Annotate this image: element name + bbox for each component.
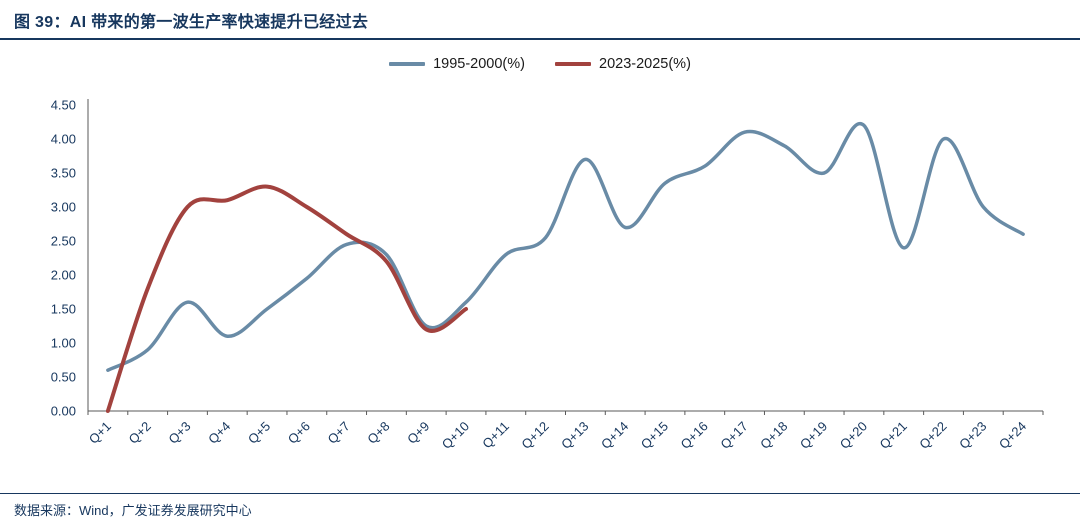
x-axis-label: Q+12: [518, 419, 551, 452]
legend-item-1995-2000: 1995-2000(%): [389, 56, 525, 72]
x-axis-label: Q+19: [797, 419, 830, 452]
x-axis-label: Q+14: [598, 419, 631, 452]
x-axis-label: Q+21: [876, 419, 909, 452]
legend-item-2023-2025: 2023-2025(%): [555, 56, 691, 72]
x-axis-label: Q+10: [439, 419, 472, 452]
source-bar: 数据来源：Wind，广发证券发展研究中心: [0, 493, 1080, 520]
x-axis-label: Q+20: [837, 419, 870, 452]
y-axis-label: 3.00: [51, 200, 76, 215]
x-axis-label: Q+18: [757, 419, 790, 452]
x-axis-label: Q+4: [205, 419, 233, 447]
x-axis-label: Q+7: [325, 419, 353, 447]
legend-swatch-blue: [389, 62, 426, 66]
x-axis-label: Q+23: [956, 419, 989, 452]
x-axis-label: Q+8: [364, 419, 392, 447]
series-line-0: [106, 121, 1025, 372]
y-axis-label: 1.00: [51, 336, 76, 351]
y-axis-label: 2.50: [51, 234, 76, 249]
series-line-1: [105, 184, 469, 413]
legend-swatch-red: [555, 62, 591, 66]
y-axis-label: 4.00: [51, 132, 76, 147]
x-axis-label: Q+24: [996, 419, 1029, 452]
x-axis-label: Q+11: [479, 419, 512, 452]
line-chart: 0.00 0.50 1.00 1.50 2.00 2.50 3.00 3.50 4.00 4.50…: [51, 98, 1044, 452]
chart-area: 0.00 0.50 1.00 1.50 2.00 2.50 3.00 3.50 4.00 4.50…: [0, 88, 1080, 491]
y-axis-label: 0.00: [51, 404, 76, 419]
y-axis-label: 0.50: [51, 370, 76, 385]
figure-title-bar: 图 39：AI 带来的第一波生产率快速提升已经过去: [0, 0, 1080, 40]
x-axis-label: Q+5: [245, 419, 273, 447]
x-axis-label: Q+17: [717, 419, 750, 452]
x-axis-label: Q+1: [86, 419, 114, 447]
legend-label: 2023-2025(%): [599, 56, 691, 72]
x-axis-label: Q+2: [126, 419, 154, 447]
y-axis-label: 3.50: [51, 166, 76, 181]
x-axis-label: Q+22: [916, 419, 949, 452]
x-axis-label: Q+15: [638, 419, 671, 452]
legend-label: 1995-2000(%): [433, 56, 525, 72]
x-axis-label: Q+16: [678, 419, 711, 452]
x-axis-label: Q+6: [285, 419, 313, 447]
y-axis-label: 2.00: [51, 268, 76, 283]
y-axis-label: 1.50: [51, 302, 76, 317]
x-axis-label: Q+9: [404, 419, 432, 447]
x-axis-label: Q+13: [558, 419, 591, 452]
chart-legend: 1995-2000(%) 2023-2025(%): [0, 56, 1080, 72]
y-axis-label: 4.50: [51, 98, 76, 113]
x-axis-label: Q+3: [165, 419, 193, 447]
figure-title: 图 39：AI 带来的第一波生产率快速提升已经过去: [14, 14, 369, 31]
data-source: 数据来源：Wind，广发证券发展研究中心: [14, 503, 252, 518]
